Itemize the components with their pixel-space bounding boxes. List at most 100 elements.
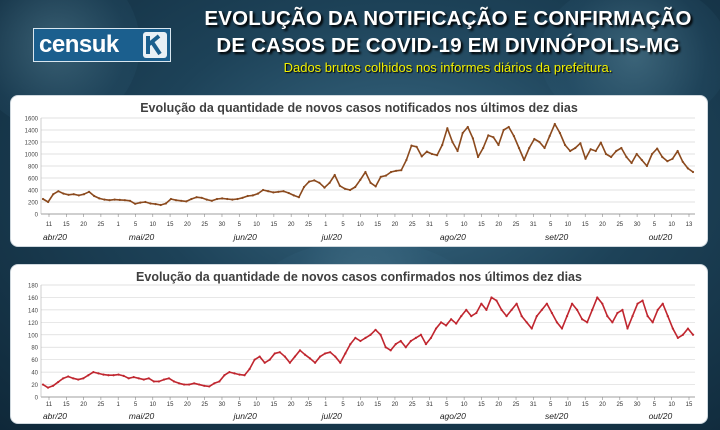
data-point [93,194,96,198]
data-point [251,194,254,197]
data-point [236,197,239,201]
data-point [384,346,387,349]
data-point [231,198,234,201]
x-tick-label: 31 [530,402,537,408]
y-tick-label: 400 [28,189,39,195]
data-point [379,175,382,178]
data-point [666,160,669,163]
x-tick-label: 5 [238,222,242,228]
data-point [268,358,271,361]
data-point [414,336,417,339]
data-point [482,146,485,150]
data-point [492,136,495,139]
data-point [228,371,231,374]
data-point [560,327,564,330]
data-point [523,158,526,162]
data-point [203,384,206,387]
x-tick-label: 20 [599,222,606,228]
month-label: set/20 [545,411,568,421]
data-point [205,198,208,201]
data-point [505,315,508,318]
y-tick-label: 600 [28,177,39,183]
data-point [213,382,216,385]
x-tick-label: 31 [426,222,433,228]
data-point [465,308,468,311]
data-point [676,336,679,339]
data-point [103,198,106,201]
data-point [52,193,55,196]
data-point [348,188,352,192]
page-title-line2: DE CASOS DE COVID-19 EM DIVINÓPOLIS-MG [216,34,680,57]
month-label: mai/20 [129,232,155,242]
data-point [261,188,265,192]
x-tick-label: 30 [634,222,641,228]
data-point [108,199,111,202]
data-point [400,169,403,172]
data-point [77,194,80,197]
data-point [98,197,101,200]
data-point [92,371,95,374]
y-tick-label: 0 [35,396,39,402]
data-point [548,134,551,138]
page-title-line1: EVOLUÇÃO DA NOTIFICAÇÃO E CONFIRMAÇÃO [204,7,692,30]
data-point [267,190,270,193]
data-point [318,181,321,184]
x-tick-label: 25 [616,402,623,408]
data-point [258,355,261,358]
data-point [87,374,90,377]
data-point [72,377,75,380]
x-tick-label: 20 [392,222,399,228]
x-tick-label: 5 [445,222,449,228]
data-point [471,137,475,140]
x-tick-label: 25 [616,222,623,228]
x-tick-label: 5 [653,402,657,408]
x-tick-label: 31 [426,402,433,408]
data-point [369,181,372,184]
data-point [277,190,280,193]
data-point [278,351,281,354]
data-point [460,315,463,318]
data-point [112,374,115,377]
data-point [215,197,219,201]
data-point [210,199,213,202]
data-point [569,149,572,153]
data-point [134,202,137,205]
data-point [574,146,577,150]
data-point [82,377,85,380]
x-tick-label: 5 [653,222,657,228]
x-tick-label: 20 [288,222,295,228]
data-point [283,355,286,358]
data-point [631,315,634,318]
data-point [57,190,60,193]
data-point [419,333,423,336]
data-point [620,146,623,150]
data-point [323,186,326,189]
data-point [635,152,638,156]
data-point [487,134,490,137]
data-point [610,155,613,159]
y-tick-label: 1400 [25,129,39,135]
x-tick-label: 30 [219,222,226,228]
x-tick-label: 25 [98,222,105,228]
confirmed-chart-panel: Evolução da quantidade de novos casos co… [10,264,708,424]
x-tick-label: 10 [357,402,364,408]
data-point [41,197,45,201]
data-point [200,196,203,199]
data-point [686,327,690,330]
data-point [364,170,367,174]
data-point [67,375,70,378]
data-point [409,339,412,343]
data-point [77,378,80,381]
data-point [185,200,188,203]
data-point [404,346,407,349]
x-tick-label: 1 [324,402,328,408]
data-point [297,196,301,199]
x-tick-label: 20 [495,222,502,228]
data-point [137,377,140,380]
confirmed-chart-title: Evolução da quantidade de novos casos co… [136,270,582,284]
data-point [615,149,618,153]
data-point [565,315,569,318]
data-point [324,352,327,355]
data-point [455,322,458,325]
